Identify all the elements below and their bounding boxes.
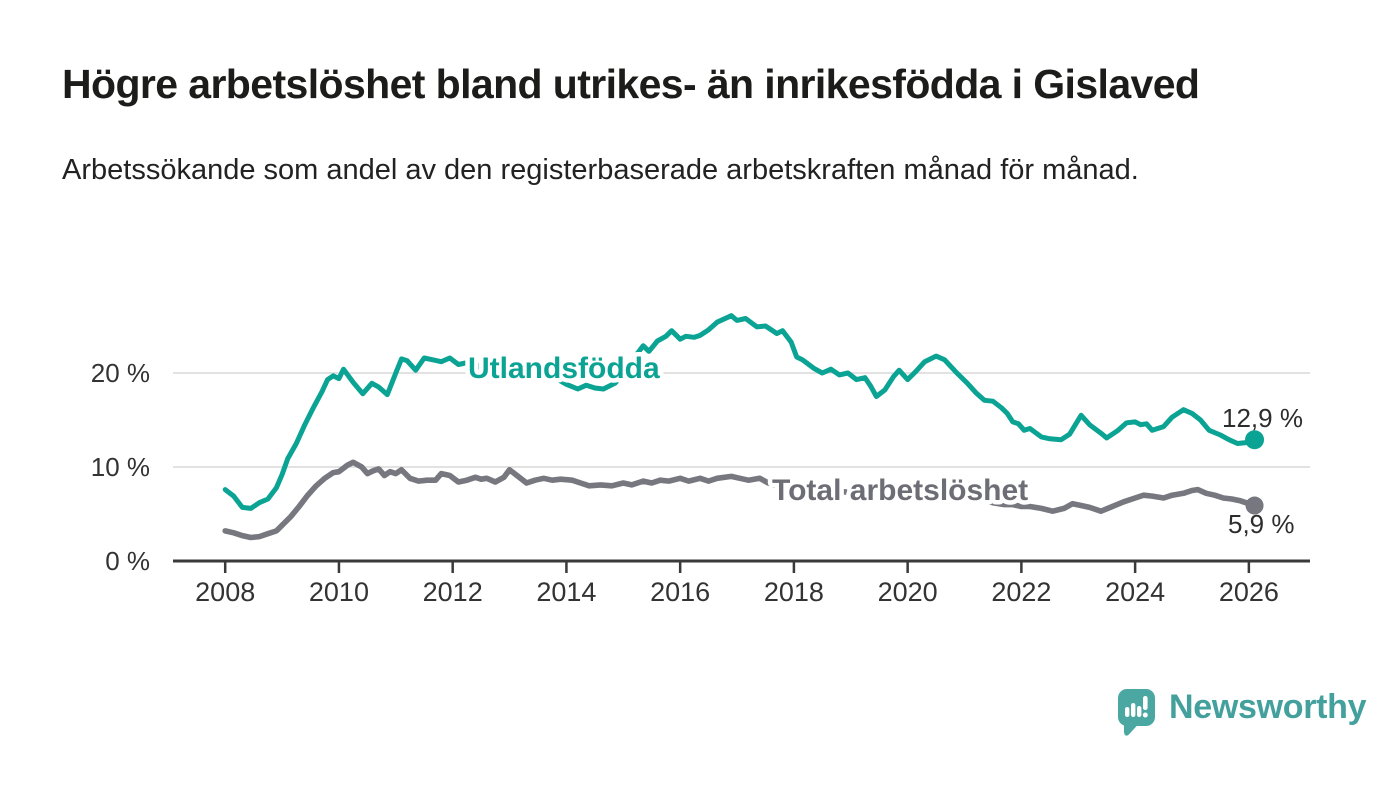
series-endpoint-dot-utlandsfodda: [1245, 430, 1265, 450]
x-axis-label-2012: 2012: [423, 577, 483, 607]
newsworthy-logo: Newsworthy: [1116, 686, 1367, 736]
series-label-utlandsfodda: Utlandsfödda: [468, 352, 660, 385]
x-axis-label-2008: 2008: [195, 577, 255, 607]
chart-title: Högre arbetslöshet bland utrikes- än inr…: [62, 61, 1200, 107]
series-endpoint-dot-total: [1245, 496, 1264, 515]
x-axis-label-2024: 2024: [1105, 577, 1165, 607]
y-axis-label-0: 0 %: [105, 546, 150, 576]
y-axis-label-10: 10 %: [91, 452, 150, 482]
x-axis-label-2022: 2022: [991, 577, 1051, 607]
speech-bubble-bar-chart-icon: [1118, 689, 1155, 736]
x-axis-label-2020: 2020: [878, 577, 938, 607]
x-axis-label-2026: 2026: [1219, 577, 1279, 607]
end-value-label-utlandsfodda: 12,9 %: [1222, 403, 1303, 433]
x-axis-label-2014: 2014: [536, 577, 596, 607]
series-label-total-arbetsloshet: Total arbetslöshet: [772, 474, 1028, 507]
x-axis-label-2016: 2016: [650, 577, 710, 607]
x-axis-label-2018: 2018: [764, 577, 824, 607]
series-line-utlandsfodda: [222, 313, 1257, 511]
x-axis-label-2010: 2010: [309, 577, 369, 607]
y-axis-label-20: 20 %: [91, 358, 150, 388]
series-line-total: [222, 459, 1258, 541]
end-value-label-total: 5,9 %: [1228, 509, 1295, 539]
newsworthy-wordmark: Newsworthy: [1169, 688, 1367, 726]
chart-subtitle: Arbetssökande som andel av den registerb…: [62, 154, 1139, 186]
